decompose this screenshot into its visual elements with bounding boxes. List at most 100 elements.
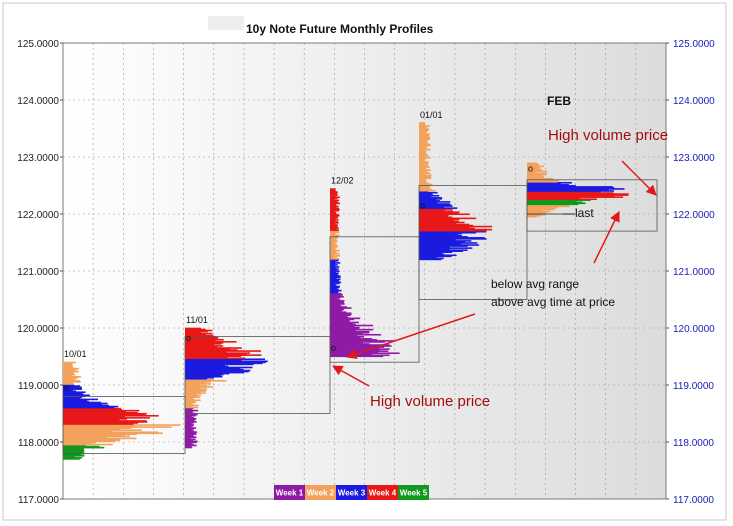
profile-bar bbox=[527, 180, 558, 183]
profile-bar bbox=[527, 183, 561, 185]
profile-bar bbox=[63, 449, 84, 452]
y-tick-label-left: 117.0000 bbox=[18, 495, 59, 506]
title-shadow bbox=[208, 16, 244, 30]
profile-bar bbox=[419, 166, 430, 168]
profile-bar bbox=[330, 255, 338, 258]
y-axis-left: 117.0000 118.0000 119.0000 120.0000 121.0000… bbox=[17, 39, 63, 506]
profile-bar bbox=[330, 294, 342, 297]
profile-bar bbox=[185, 399, 201, 402]
y-tick-label-left: 123.0000 bbox=[17, 153, 59, 164]
profile-bar bbox=[419, 170, 428, 172]
profile-bar bbox=[185, 431, 198, 433]
profile-bar bbox=[185, 427, 197, 429]
profile-bar bbox=[330, 231, 340, 233]
profile-bar bbox=[419, 211, 460, 214]
profile-bar bbox=[185, 440, 198, 443]
profile-bar bbox=[63, 400, 89, 403]
profile-bar bbox=[419, 174, 432, 177]
profile-bar bbox=[63, 374, 72, 377]
profile-bar bbox=[330, 312, 352, 315]
profile-bar bbox=[63, 379, 75, 381]
profile-bar bbox=[419, 229, 487, 232]
profile-bar bbox=[185, 377, 208, 380]
profile-bar bbox=[185, 394, 202, 396]
profile-bar bbox=[330, 306, 347, 308]
profile-bar bbox=[185, 443, 194, 446]
profile-bar bbox=[185, 360, 268, 363]
profile-bar bbox=[419, 144, 431, 147]
legend-swatch bbox=[336, 485, 367, 500]
profile-bar bbox=[419, 232, 462, 235]
y-tick-label-right: 125.0000 bbox=[673, 39, 715, 50]
profile-bar bbox=[185, 339, 216, 342]
profile-bar bbox=[330, 233, 335, 236]
profile-bar bbox=[185, 355, 242, 357]
profile-bar bbox=[185, 348, 231, 350]
profile-bar bbox=[185, 411, 193, 414]
profile-bar bbox=[185, 437, 191, 440]
profile-bar bbox=[527, 179, 560, 182]
profile-bar bbox=[419, 163, 429, 165]
profile-bar bbox=[63, 380, 80, 382]
profile-bar bbox=[63, 404, 110, 407]
profile-bar bbox=[330, 261, 336, 263]
profile-bar bbox=[330, 336, 365, 338]
profile-bar bbox=[330, 285, 340, 288]
legend-label: Week 4 bbox=[369, 489, 397, 498]
profile-bar bbox=[419, 139, 428, 142]
profile-bar bbox=[63, 402, 108, 405]
open-marker: o bbox=[331, 343, 336, 353]
profile-bar bbox=[419, 222, 457, 225]
profile-bar bbox=[330, 299, 341, 301]
profile-bar bbox=[330, 222, 339, 224]
profile-bar bbox=[63, 386, 82, 388]
profile-bar bbox=[185, 380, 227, 382]
profile-bar bbox=[185, 371, 244, 374]
profile-bar bbox=[63, 442, 92, 445]
profile-bar bbox=[185, 343, 222, 345]
profile-bar bbox=[63, 365, 73, 368]
profile-bar bbox=[63, 437, 137, 440]
profile-bar bbox=[63, 381, 81, 383]
profile-bar bbox=[330, 201, 339, 204]
profile-bar bbox=[419, 162, 428, 164]
profile-bar bbox=[330, 291, 338, 294]
profile-bar bbox=[330, 188, 336, 190]
profile-bar bbox=[419, 227, 475, 230]
profile-bar bbox=[527, 207, 556, 210]
profile-bar bbox=[330, 303, 345, 305]
profile-bar bbox=[330, 290, 339, 293]
profile-bar bbox=[419, 213, 470, 216]
profile-bar bbox=[185, 438, 196, 441]
profile-label: 11/01 bbox=[186, 315, 208, 325]
profile-bar bbox=[419, 246, 450, 248]
arrow-high-volume-top bbox=[621, 160, 657, 196]
arrow-high-volume-bottom bbox=[332, 365, 370, 387]
profile-bar bbox=[330, 297, 341, 299]
profile-bar bbox=[63, 457, 83, 459]
profile-bar bbox=[419, 171, 428, 173]
profile-bar bbox=[527, 176, 545, 179]
profile-bar bbox=[63, 438, 121, 441]
profile-bar bbox=[330, 210, 336, 213]
profile-bar bbox=[330, 205, 339, 208]
profile-bar bbox=[527, 171, 538, 174]
profile-bar bbox=[330, 292, 342, 295]
profile-bar bbox=[419, 215, 449, 218]
profile-bar bbox=[419, 122, 425, 124]
profile-bar bbox=[185, 424, 194, 426]
profile-bar bbox=[527, 198, 597, 201]
profile-bar bbox=[185, 374, 221, 377]
profile-bar bbox=[63, 412, 147, 415]
profile-bar bbox=[185, 434, 194, 436]
profile-bar bbox=[330, 220, 336, 222]
profile-bar bbox=[527, 165, 544, 168]
profile-bar bbox=[330, 251, 337, 254]
profile-bar bbox=[63, 409, 140, 412]
profile-bar bbox=[63, 369, 75, 372]
profile-bar bbox=[185, 361, 266, 364]
profile-bar bbox=[330, 314, 351, 317]
profile-bar bbox=[185, 378, 214, 381]
profile-bar bbox=[527, 191, 601, 193]
profile-label: 12/02 bbox=[331, 175, 354, 185]
